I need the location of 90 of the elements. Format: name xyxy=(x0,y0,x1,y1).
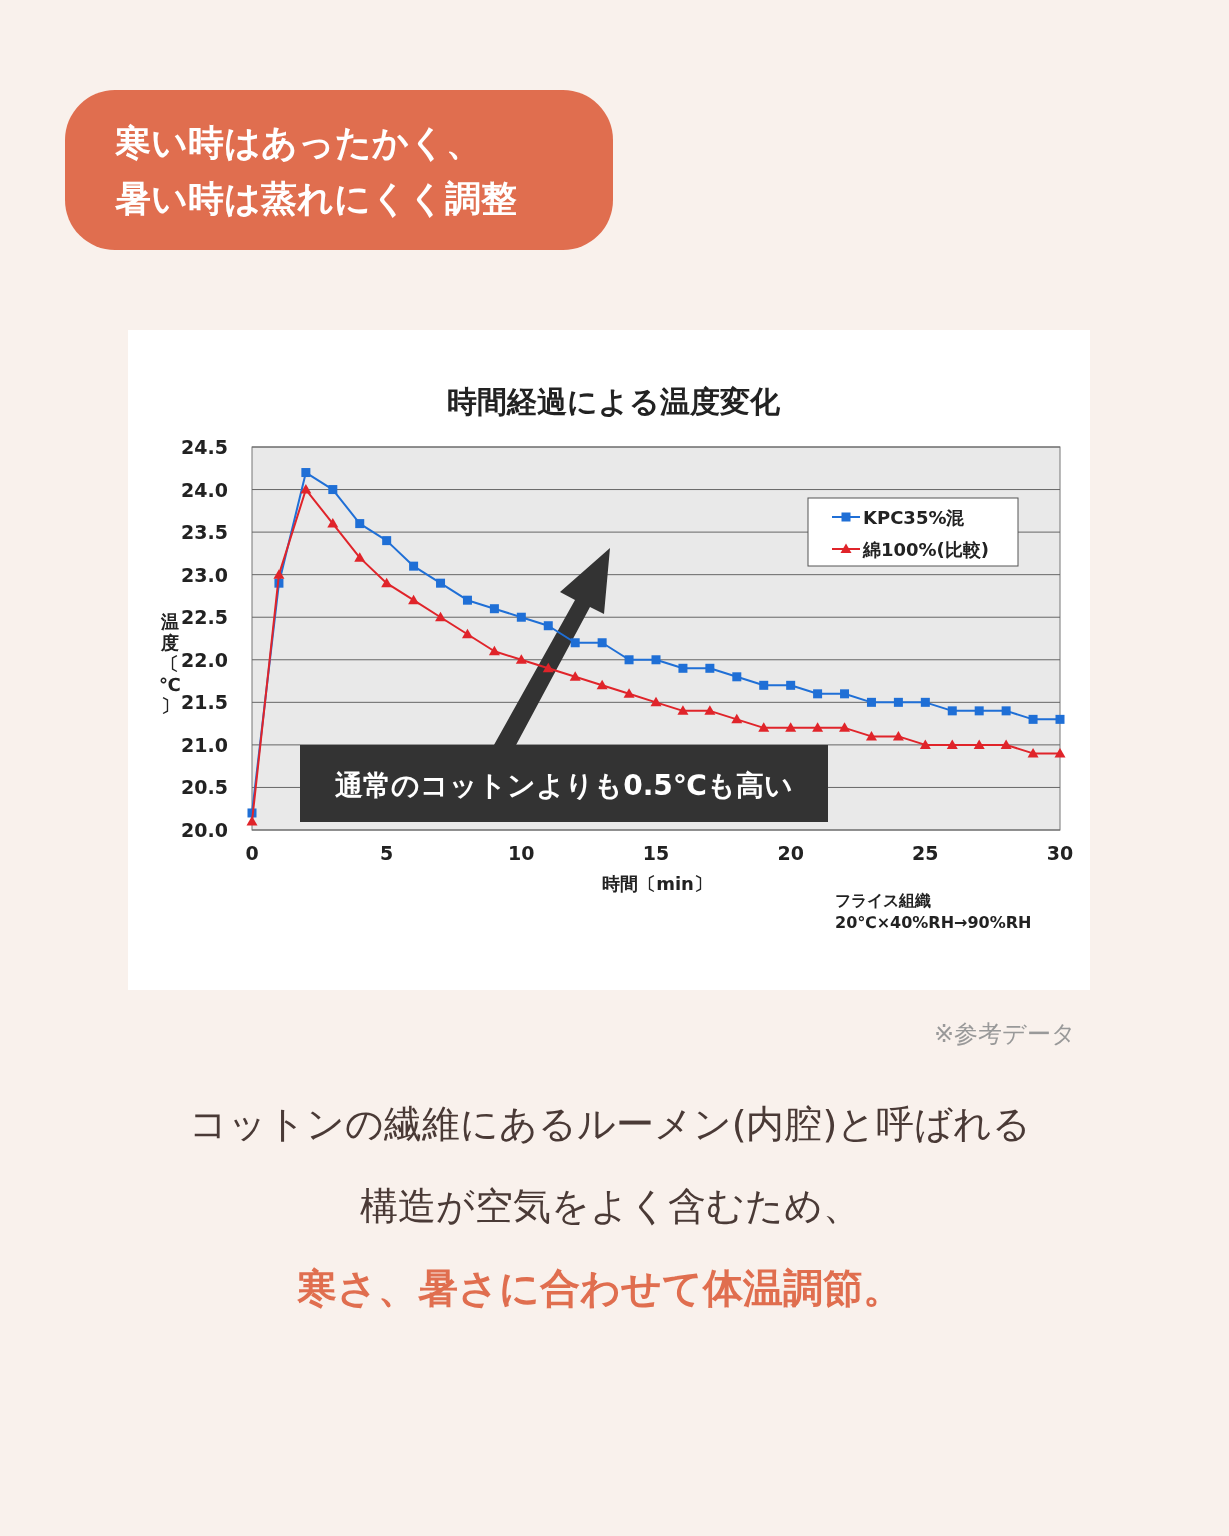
point xyxy=(596,679,608,690)
point xyxy=(866,697,876,707)
point xyxy=(408,594,420,605)
point xyxy=(489,604,499,614)
point xyxy=(920,697,930,707)
point xyxy=(732,672,742,682)
point xyxy=(678,663,688,673)
x-tick-label: 10 xyxy=(508,842,535,864)
point xyxy=(355,519,365,529)
point xyxy=(1028,714,1038,724)
y-tick-label: 22.0 xyxy=(181,648,228,671)
y-tick-label: 20.0 xyxy=(181,819,228,841)
point xyxy=(704,705,716,715)
point xyxy=(542,662,554,673)
y-axis-title: 温度〔℃〕 xyxy=(159,611,181,716)
point xyxy=(919,739,931,749)
point xyxy=(462,595,472,605)
point xyxy=(569,671,581,681)
point xyxy=(865,730,877,741)
text: 20℃×40%RH→90%RH xyxy=(835,913,1032,932)
point xyxy=(839,722,851,732)
x-tick-label: 5 xyxy=(380,842,394,864)
point xyxy=(1000,739,1012,749)
point xyxy=(947,706,957,716)
point xyxy=(515,654,527,664)
point xyxy=(974,706,984,716)
point xyxy=(785,722,797,732)
point xyxy=(273,569,285,579)
text: コットンの繊維にあるルーメン(内腔)と呼ばれる xyxy=(188,1102,1032,1146)
text: 構造が空気をよく含むため、 xyxy=(359,1184,861,1228)
y-tick-label: 24.5 xyxy=(181,436,228,458)
text: 寒い時はあったかく、 xyxy=(115,122,482,163)
point xyxy=(705,663,715,673)
point xyxy=(624,655,634,665)
point xyxy=(488,645,500,656)
point xyxy=(840,689,850,699)
x-tick-label: 25 xyxy=(912,842,939,864)
point xyxy=(731,713,743,724)
point xyxy=(1027,747,1039,758)
chart-title: 時間経過による温度変化 xyxy=(446,384,781,419)
y-tick-label: 24.0 xyxy=(181,478,228,501)
y-tick-label: 21.0 xyxy=(181,733,228,756)
point xyxy=(623,688,635,698)
y-tick-label: 23.5 xyxy=(181,521,228,544)
x-tick-label: 20 xyxy=(777,842,804,864)
point xyxy=(946,739,958,749)
point xyxy=(893,697,903,707)
point xyxy=(651,655,661,665)
y-tick-label: 21.5 xyxy=(181,691,228,714)
point xyxy=(1054,747,1066,758)
text: ※参考データ xyxy=(933,1020,1076,1048)
legend-label: KPC35%混 xyxy=(863,507,966,528)
point xyxy=(759,680,769,690)
point xyxy=(973,739,985,749)
text: 暑い時は蒸れにくく調整 xyxy=(114,178,517,219)
point xyxy=(786,680,796,690)
x-axis-title: 時間〔min〕 xyxy=(602,873,712,894)
point xyxy=(650,696,662,707)
point xyxy=(543,621,553,631)
point xyxy=(677,705,689,715)
point xyxy=(327,518,339,528)
point xyxy=(301,468,311,478)
x-tick-label: 15 xyxy=(642,842,670,864)
x-tick-label: 0 xyxy=(245,842,259,864)
legend-label: 綿100%(比較) xyxy=(862,539,990,560)
point xyxy=(435,611,447,622)
point xyxy=(436,578,446,588)
point xyxy=(1001,706,1011,716)
point xyxy=(461,628,473,639)
point xyxy=(758,722,770,732)
point xyxy=(516,612,526,622)
y-tick-label: 23.0 xyxy=(181,563,228,586)
point xyxy=(813,689,823,699)
point xyxy=(570,638,580,648)
point xyxy=(300,484,312,494)
point xyxy=(382,536,392,546)
point xyxy=(812,722,824,732)
point xyxy=(354,552,366,562)
point xyxy=(328,485,338,495)
text: 寒さ、暑さに合わせて体温調節。 xyxy=(297,1265,903,1311)
point xyxy=(597,638,607,648)
point xyxy=(892,730,904,741)
annotation: 通常のコットンよりも0.5℃も高い xyxy=(335,769,793,802)
point xyxy=(381,577,393,588)
y-tick-label: 22.5 xyxy=(181,606,228,629)
point xyxy=(1055,714,1065,724)
y-tick-label: 20.5 xyxy=(181,776,228,799)
x-tick-label: 30 xyxy=(1046,842,1074,864)
text: フライス組織 xyxy=(835,891,931,910)
point xyxy=(409,561,419,571)
